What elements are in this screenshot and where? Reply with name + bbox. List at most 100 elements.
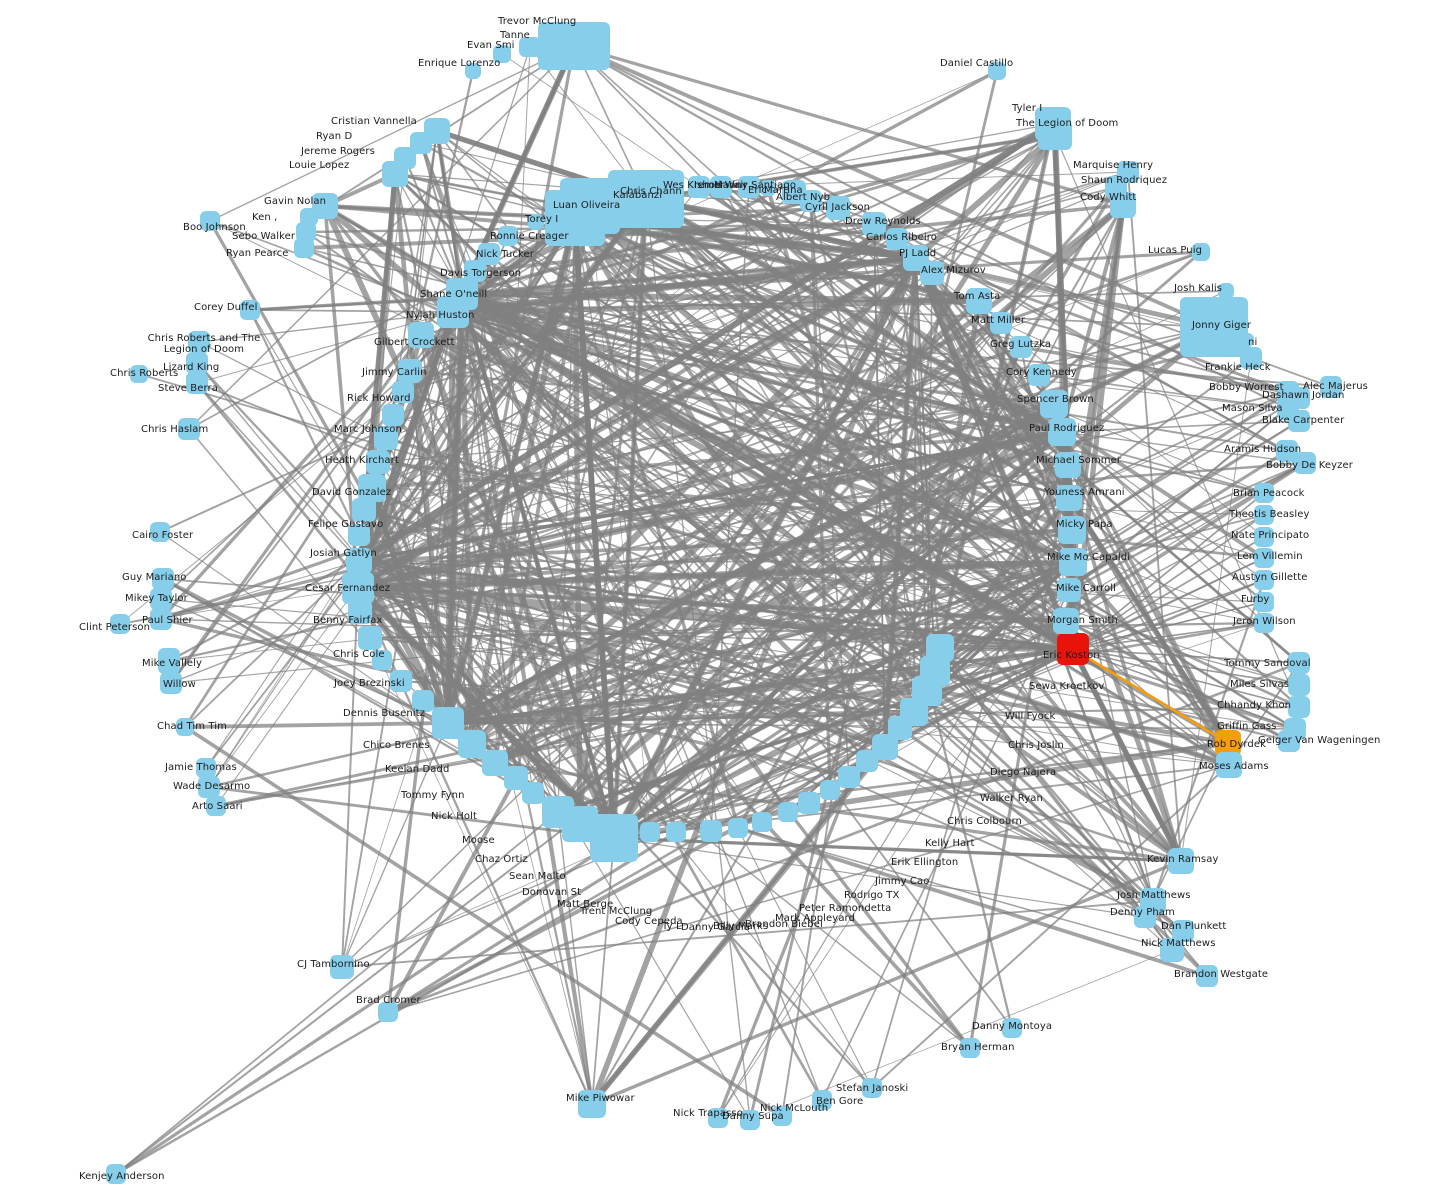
graph-node[interactable] [708, 1108, 728, 1128]
graph-node[interactable] [176, 718, 194, 736]
graph-node[interactable] [392, 381, 414, 403]
graph-node[interactable] [826, 196, 850, 220]
graph-node[interactable] [390, 670, 412, 692]
graph-node[interactable] [1180, 297, 1248, 357]
graph-node[interactable] [1196, 965, 1218, 987]
graph-node[interactable] [966, 288, 992, 314]
graph-node[interactable] [186, 352, 208, 374]
graph-node[interactable] [186, 372, 208, 394]
graph-node[interactable] [920, 261, 944, 285]
graph-node[interactable] [1215, 730, 1241, 756]
graph-node[interactable] [700, 820, 722, 842]
graph-node[interactable] [150, 588, 172, 610]
graph-node[interactable] [838, 766, 860, 788]
graph-node[interactable] [352, 498, 376, 522]
graph-node[interactable] [382, 161, 408, 187]
graph-node[interactable] [740, 1110, 760, 1130]
graph-node[interactable] [358, 474, 386, 502]
graph-node[interactable] [1056, 485, 1082, 511]
graph-node[interactable] [160, 672, 182, 694]
graph-node[interactable] [410, 132, 432, 154]
graph-node[interactable] [1254, 527, 1274, 547]
graph-node[interactable] [926, 634, 954, 662]
graph-node[interactable] [820, 780, 840, 800]
graph-node[interactable] [372, 650, 392, 670]
graph-node[interactable] [300, 208, 318, 226]
graph-node[interactable] [1040, 390, 1068, 418]
graph-node[interactable] [778, 802, 798, 822]
graph-node[interactable] [358, 626, 382, 650]
graph-node[interactable] [1057, 633, 1089, 665]
graph-node[interactable] [798, 792, 820, 814]
graph-node[interactable] [1288, 652, 1310, 674]
graph-node[interactable] [498, 226, 518, 246]
graph-node[interactable] [528, 214, 544, 230]
graph-node[interactable] [1320, 376, 1342, 398]
graph-node[interactable] [1254, 592, 1274, 612]
graph-node[interactable] [1254, 483, 1274, 503]
graph-node[interactable] [688, 176, 710, 198]
graph-node[interactable] [110, 614, 130, 634]
graph-node[interactable] [1288, 410, 1310, 432]
graph-node[interactable] [1048, 418, 1076, 446]
graph-node[interactable] [1192, 243, 1210, 261]
graph-node[interactable] [465, 63, 481, 79]
graph-node[interactable] [1240, 333, 1254, 347]
graph-node[interactable] [590, 814, 638, 862]
graph-node[interactable] [398, 359, 422, 383]
graph-node[interactable] [382, 404, 404, 426]
graph-node[interactable] [886, 228, 908, 250]
graph-node[interactable] [464, 260, 486, 282]
graph-node[interactable] [1254, 548, 1274, 568]
graph-node[interactable] [1172, 920, 1194, 942]
graph-node[interactable] [862, 212, 886, 236]
graph-node[interactable] [1110, 192, 1136, 218]
graph-node[interactable] [1240, 347, 1262, 369]
graph-node[interactable] [150, 608, 172, 630]
graph-node[interactable] [1216, 752, 1242, 778]
graph-node[interactable] [1254, 570, 1274, 590]
graph-node[interactable] [1002, 1018, 1022, 1038]
graph-node[interactable] [1134, 906, 1156, 928]
graph-node[interactable] [1010, 336, 1032, 358]
graph-node[interactable] [1288, 674, 1310, 696]
graph-node[interactable] [772, 1106, 792, 1126]
graph-node[interactable] [1160, 938, 1184, 962]
graph-node[interactable] [640, 822, 660, 842]
graph-node[interactable] [738, 176, 760, 198]
graph-node[interactable] [1276, 440, 1298, 462]
graph-node[interactable] [178, 418, 200, 440]
graph-node[interactable] [578, 1090, 606, 1118]
graph-node[interactable] [1168, 848, 1194, 874]
graph-node[interactable] [437, 296, 469, 328]
graph-node[interactable] [812, 1090, 832, 1110]
graph-node[interactable] [493, 45, 511, 63]
graph-node[interactable] [710, 176, 732, 198]
graph-node[interactable] [330, 955, 354, 979]
graph-node[interactable] [378, 1002, 398, 1022]
graph-node[interactable] [545, 190, 605, 246]
graph-node[interactable] [538, 22, 610, 70]
graph-node[interactable] [1294, 452, 1316, 474]
graph-node[interactable] [1278, 730, 1300, 752]
graph-node[interactable] [348, 600, 372, 624]
graph-node[interactable] [1038, 120, 1072, 150]
graph-node[interactable] [482, 750, 508, 776]
graph-node[interactable] [1288, 696, 1310, 718]
graph-node[interactable] [188, 331, 210, 353]
graph-node[interactable] [342, 572, 374, 604]
graph-node[interactable] [366, 450, 390, 474]
graph-node[interactable] [152, 568, 174, 590]
graph-node[interactable] [1254, 613, 1274, 633]
graph-node[interactable] [106, 1164, 126, 1184]
graph-node[interactable] [296, 222, 316, 242]
graph-node[interactable] [1053, 608, 1079, 634]
graph-node[interactable] [458, 730, 486, 758]
graph-node[interactable] [1218, 283, 1234, 299]
graph-node[interactable] [519, 37, 541, 57]
graph-node[interactable] [1055, 452, 1081, 478]
graph-node[interactable] [1057, 578, 1081, 602]
graph-node[interactable] [198, 776, 220, 798]
graph-node[interactable] [1254, 505, 1274, 525]
